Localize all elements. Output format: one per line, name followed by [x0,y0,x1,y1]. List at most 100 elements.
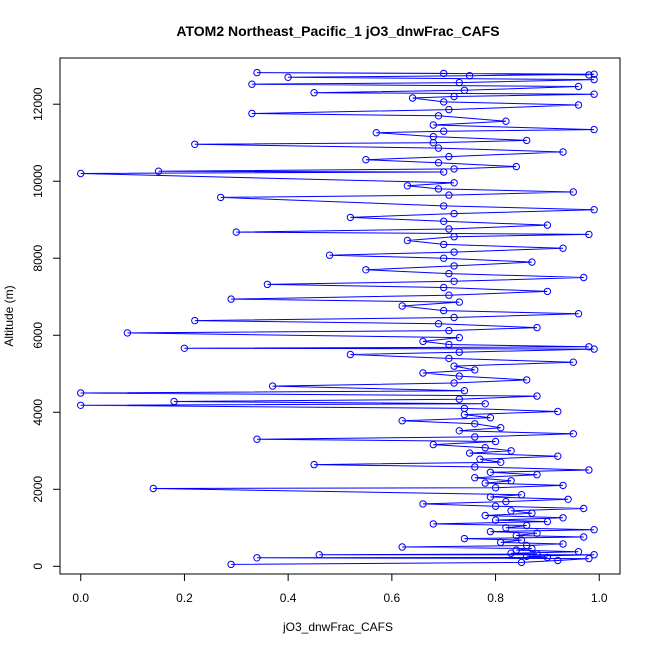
data-point [455,298,463,306]
data-point [445,225,453,233]
data-point [191,316,199,325]
data-point [481,479,489,487]
data-point [154,167,163,175]
data-point [362,266,370,274]
data-point [486,493,495,501]
x-axis-label: jO3_dnwFrac_CAFS [282,620,393,634]
data-point [491,502,500,510]
data-point [559,148,567,156]
x-tick-label: 0.8 [487,591,504,605]
data-point [77,389,85,397]
data-point [491,437,500,446]
data-point [191,140,199,149]
data-point [450,277,458,285]
data-point [471,420,479,428]
data-point [590,526,598,534]
data-point [450,262,458,270]
data-point [455,427,463,435]
data-point [507,477,515,485]
data-point [590,206,598,214]
data-point [460,387,469,395]
data-point [507,507,515,515]
data-point [564,495,572,503]
x-tick-label: 0.6 [384,591,401,605]
data-point [574,548,583,556]
data-point [227,295,235,303]
y-tick-label: 6000 [31,322,45,349]
data-point [419,337,427,346]
data-point [445,269,453,278]
data-point [471,463,479,471]
data-point [590,90,598,98]
data-point [523,136,531,145]
data-point [460,404,469,413]
data-point [434,185,443,193]
x-tick-label: 0.2 [176,591,193,605]
data-point [450,313,458,322]
data-point [77,401,85,409]
data-point [580,504,588,513]
data-point [268,382,277,390]
data-point [419,369,427,377]
data-point [227,560,235,569]
data-point [248,80,256,88]
data-point [455,78,463,87]
data-point [543,287,552,296]
data-point [497,538,505,547]
data-point [403,182,412,190]
data-point [445,326,453,335]
data-point [445,291,453,299]
data-point [585,71,593,79]
data-point [445,105,453,114]
y-tick-label: 10000 [31,164,45,198]
data-point [590,551,598,559]
data-point [149,484,158,493]
data-point [491,516,500,524]
data-point [528,258,536,266]
data-point [440,202,448,210]
data-point [325,251,334,259]
data-point [440,98,448,106]
data-point [315,551,323,559]
data-point [263,280,272,289]
plot-frame [59,57,621,575]
data-point [502,117,510,125]
data-point [533,529,541,537]
data-point [310,89,318,97]
data-point [398,417,406,425]
data-point [574,82,583,91]
y-tick-label: 2000 [31,476,45,503]
data-point [455,333,463,342]
data-point [533,392,541,400]
data-point [481,444,489,452]
data-point [248,109,256,118]
data-point [502,524,510,532]
x-tick-label: 0.0 [72,591,89,605]
data-point [450,248,458,256]
data-point [512,531,520,540]
data-point [507,447,515,455]
data-point [440,127,448,135]
data-point [346,350,355,359]
data-point [517,536,526,544]
data-point [481,511,489,520]
data-point [455,395,463,403]
data-point [450,165,458,173]
data-point [471,474,479,482]
y-tick-label: 12000 [31,87,45,121]
data-point [502,497,510,506]
data-point [253,68,261,77]
data-point [460,86,469,95]
data-point [486,468,495,476]
data-point [471,433,479,441]
data-point [523,521,531,530]
data-point [554,407,562,416]
data-point [450,209,458,218]
data-point [398,543,406,551]
data-point [517,558,526,567]
data-point [497,458,505,466]
data-point [543,517,552,526]
y-axis-label: Altitude (m) [2,285,16,346]
data-point [590,70,598,78]
data-point [434,320,443,328]
